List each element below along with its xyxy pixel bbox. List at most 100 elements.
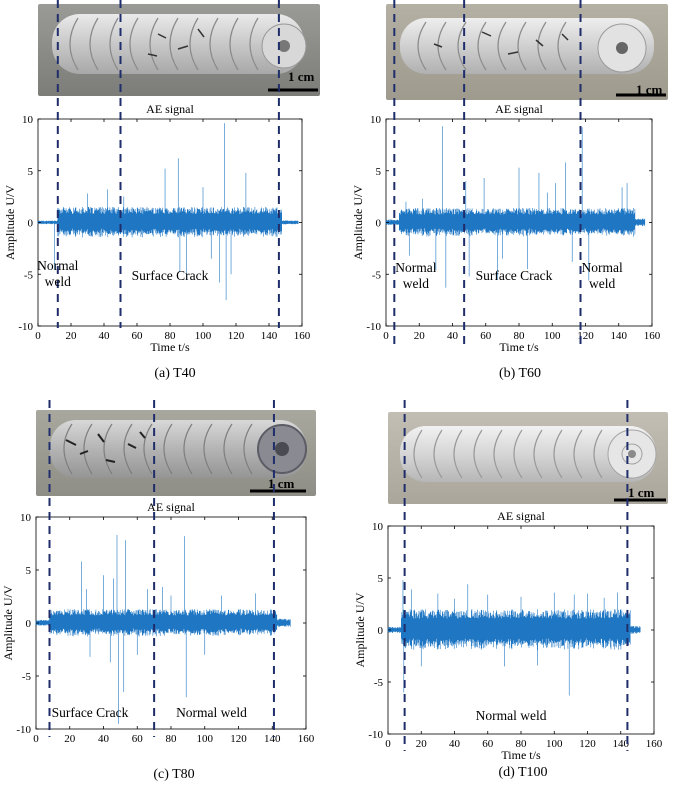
x-tick-label: 0 <box>35 330 41 342</box>
weld-bead-image-b <box>386 4 668 100</box>
x-tick-label: 0 <box>33 733 39 745</box>
weld-photo-d: 1 cm <box>388 412 668 504</box>
x-tick-label: 80 <box>516 738 528 750</box>
x-tick-label: 40 <box>98 733 110 745</box>
y-tick-label: -5 <box>372 269 382 281</box>
x-tick-label: 120 <box>228 330 245 342</box>
x-tick-label: 160 <box>294 330 311 342</box>
y-tick-label: -5 <box>24 269 34 281</box>
chart-title: AE signal <box>146 102 194 116</box>
region-label: Normal weld <box>395 260 436 291</box>
y-tick-label: 0 <box>26 618 32 630</box>
x-tick-label: 80 <box>514 330 526 342</box>
x-tick-label: 60 <box>132 330 144 342</box>
y-tick-label: -10 <box>18 321 33 333</box>
region-label: Surface Crack <box>52 705 129 720</box>
x-tick-label: 140 <box>613 738 630 750</box>
y-tick-label: 5 <box>28 166 34 178</box>
caption-d: (d) T100 <box>498 765 548 780</box>
x-axis-label: Time t/s <box>501 748 541 762</box>
y-axis-label: Amplitude U/V <box>353 592 367 667</box>
x-tick-label: 60 <box>482 738 494 750</box>
weld-photo-a: 1 cm <box>38 4 320 96</box>
x-tick-label: 40 <box>99 330 111 342</box>
signal-series <box>37 123 299 301</box>
caption-c: (c) T80 <box>153 767 195 782</box>
scale-bar-label: 1 cm <box>268 476 295 491</box>
x-tick-label: 120 <box>579 738 596 750</box>
region-label: Normal weld <box>37 258 78 289</box>
x-tick-label: 80 <box>165 330 177 342</box>
chart-title: AE signal <box>497 509 545 523</box>
y-tick-label: 10 <box>372 521 384 533</box>
weld-bead-image-a <box>38 4 320 96</box>
y-tick-label: -10 <box>368 729 383 741</box>
signal-series <box>385 126 646 288</box>
x-tick-label: 160 <box>644 330 661 342</box>
y-tick-label: 0 <box>378 625 384 637</box>
x-tick-label: 140 <box>264 733 281 745</box>
x-tick-label: 60 <box>480 330 492 342</box>
panel-c: 1 cm AE signal 0 20 40 60 80 100 120 140 160 -10 -5… <box>0 400 340 794</box>
x-tick-label: 20 <box>416 738 428 750</box>
y-axis-label: Amplitude U/V <box>3 185 17 260</box>
region-label: Normal weld <box>476 708 547 723</box>
chart-title: AE signal <box>147 500 195 514</box>
y-tick-label: -10 <box>366 321 381 333</box>
scale-bar-label: 1 cm <box>288 69 315 84</box>
region-label: Surface Crack <box>132 268 209 283</box>
region-label-line: Normal <box>395 260 436 275</box>
chart-a: AE signal 0 20 40 60 80 100 120 140 160 -10 -5 0 5 10 T… <box>3 0 311 354</box>
panel-a: 1 cm AE signal 0 20 40 60 80 100 120 140 160 -10 -5… <box>0 0 340 390</box>
region-label-line: Surface Crack <box>476 268 553 283</box>
x-tick-label: 0 <box>385 738 391 750</box>
scale-bar-label: 1 cm <box>628 485 655 500</box>
y-tick-label: 10 <box>20 512 32 524</box>
x-tick-label: 160 <box>646 738 663 750</box>
y-tick-label: 10 <box>370 114 382 126</box>
chart-c: AE signal 0 20 40 60 80 100 120 140 160 -10 -5 0 5 10 A… <box>1 400 315 745</box>
region-label-line: Normal weld <box>176 705 247 720</box>
x-tick-label: 160 <box>298 733 315 745</box>
panel-b: 1 cm AE signal 0 20 40 60 80 100 120 140 160 -10 -5… <box>340 0 685 390</box>
x-tick-label: 20 <box>66 330 78 342</box>
x-axis-label: Time t/s <box>150 340 190 354</box>
x-tick-label: 140 <box>611 330 628 342</box>
weld-photo-b: 1 cm <box>386 4 668 100</box>
y-tick-label: -10 <box>16 724 31 736</box>
chart-title: AE signal <box>495 102 543 116</box>
y-tick-label: -5 <box>374 677 384 689</box>
x-tick-label: 0 <box>383 330 389 342</box>
y-axis-label: Amplitude U/V <box>351 185 365 260</box>
x-tick-label: 40 <box>447 330 459 342</box>
x-tick-label: 20 <box>64 733 76 745</box>
region-label-line: Normal weld <box>476 708 547 723</box>
y-tick-label: -5 <box>22 671 32 683</box>
region-label-line: Surface Crack <box>132 268 209 283</box>
scale-bar-label: 1 cm <box>636 82 663 97</box>
chart-d: AE signal 0 20 40 60 80 100 120 140 160 -10 -5 0 5 10 T… <box>353 400 663 762</box>
region-label-line: weld <box>403 276 429 291</box>
y-axis-label: Amplitude U/V <box>1 585 15 660</box>
x-tick-label: 100 <box>546 738 563 750</box>
region-label-line: weld <box>45 274 71 289</box>
y-tick-label: 10 <box>22 114 34 126</box>
region-label-line: weld <box>589 276 615 291</box>
region-label: Normal weld <box>176 705 247 720</box>
region-label-line: Normal <box>37 258 78 273</box>
x-tick-label: 80 <box>166 733 178 745</box>
weld-photo-c: 1 cm <box>36 410 316 496</box>
x-tick-label: 40 <box>449 738 461 750</box>
x-axis-label: Time t/s <box>499 340 539 354</box>
x-tick-label: 120 <box>230 733 247 745</box>
x-tick-label: 100 <box>195 330 212 342</box>
x-tick-label: 100 <box>197 733 214 745</box>
caption-a: (a) T40 <box>154 366 196 381</box>
y-tick-label: 5 <box>376 166 382 178</box>
y-tick-label: 0 <box>28 218 34 230</box>
x-tick-label: 140 <box>261 330 278 342</box>
x-tick-label: 20 <box>414 330 426 342</box>
panel-d: 1 cm AE signal 0 20 40 60 80 100 120 140 160 -10 -5… <box>340 400 685 794</box>
y-tick-label: 5 <box>26 565 32 577</box>
